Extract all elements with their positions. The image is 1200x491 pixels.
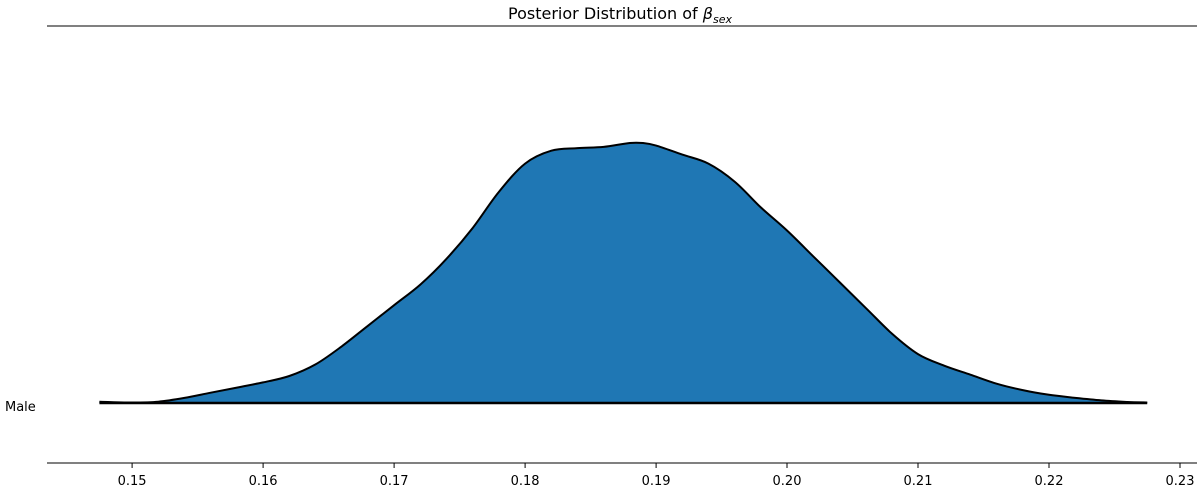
- chart-title-main: Posterior Distribution of: [508, 4, 703, 23]
- x-tick-label: 0.16: [249, 474, 278, 489]
- x-tick-label: 0.15: [118, 474, 147, 489]
- x-tick-label: 0.19: [642, 474, 671, 489]
- x-tick-label: 0.20: [773, 474, 802, 489]
- x-tick-label: 0.22: [1035, 474, 1064, 489]
- chart-title: Posterior Distribution of βsex: [508, 4, 732, 26]
- x-tick-label: 0.17: [380, 474, 409, 489]
- chart-title-subscript: sex: [713, 13, 732, 26]
- x-tick-label: 0.23: [1166, 474, 1195, 489]
- chart-title-symbol: β: [702, 4, 713, 23]
- x-tick-label: 0.18: [511, 474, 540, 489]
- density-line-male: [99, 141, 1148, 404]
- density-area-male: [99, 142, 1148, 403]
- density-layer: [99, 141, 1148, 405]
- category-label: Male: [5, 400, 36, 415]
- x-axis-ticks: 0.15 0.16 0.17 0.18 0.19 0.20 0.21 0.22 0.23: [118, 463, 1195, 489]
- x-tick-label: 0.21: [904, 474, 933, 489]
